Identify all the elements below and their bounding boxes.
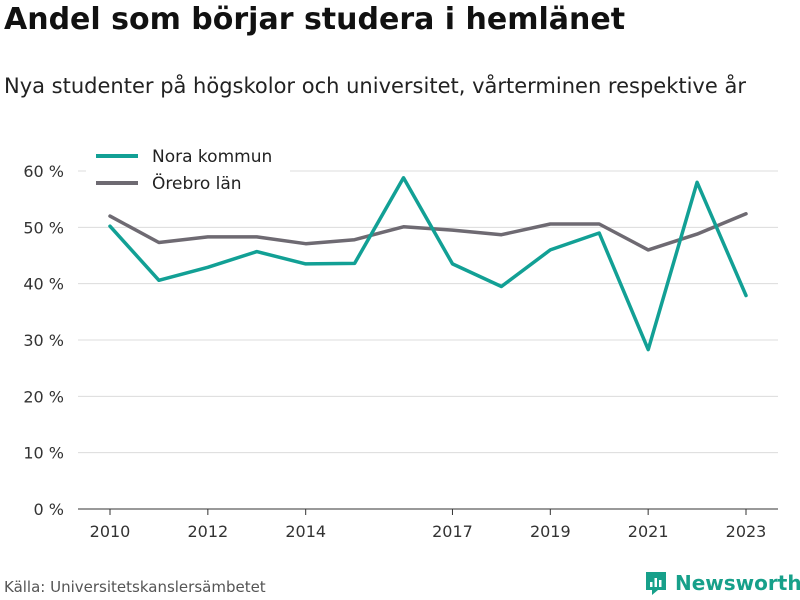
- y-tick-label: 10 %: [23, 444, 64, 463]
- y-tick-label: 20 %: [23, 387, 64, 406]
- y-tick-label: 0 %: [34, 500, 64, 519]
- x-tick-label: 2012: [187, 522, 228, 541]
- brand-name: Newsworthy: [675, 571, 800, 595]
- newsworthy-icon: [646, 572, 666, 595]
- x-tick-label: 2014: [285, 522, 326, 541]
- series-layer: [108, 176, 748, 352]
- x-tick-label: 2017: [432, 522, 473, 541]
- legend-label: Örebro län: [152, 172, 242, 194]
- y-tick-label: 30 %: [23, 331, 64, 350]
- x-tick-label: 2010: [90, 522, 131, 541]
- series-line-nora-kommun: [108, 176, 748, 352]
- x-tick-label: 2023: [726, 522, 767, 541]
- legend: Nora kommun Örebro län: [86, 143, 290, 199]
- chart-subtitle: Nya studenter på högskolor och universit…: [4, 74, 746, 98]
- y-tick-label: 50 %: [23, 218, 64, 237]
- x-tick-label: 2021: [628, 522, 669, 541]
- axis-layer: 0 % 10 % 20 % 30 % 40 % 50 % 60 % 2010 2012 2014 2…: [23, 162, 778, 541]
- y-tick-label: 60 %: [23, 162, 64, 181]
- source-note: Källa: Universitetskanslersämbetet: [4, 578, 266, 596]
- grid-layer: [78, 170, 778, 454]
- x-tick-label: 2019: [530, 522, 571, 541]
- legend-label: Nora kommun: [152, 147, 272, 167]
- legend-background: [86, 143, 290, 199]
- series-line-orebro-lan: [108, 212, 748, 252]
- chart-title: Andel som börjar studera i hemlänet: [4, 2, 626, 37]
- brand-logo: Newsworthy: [644, 568, 800, 598]
- y-tick-label: 40 %: [23, 275, 64, 294]
